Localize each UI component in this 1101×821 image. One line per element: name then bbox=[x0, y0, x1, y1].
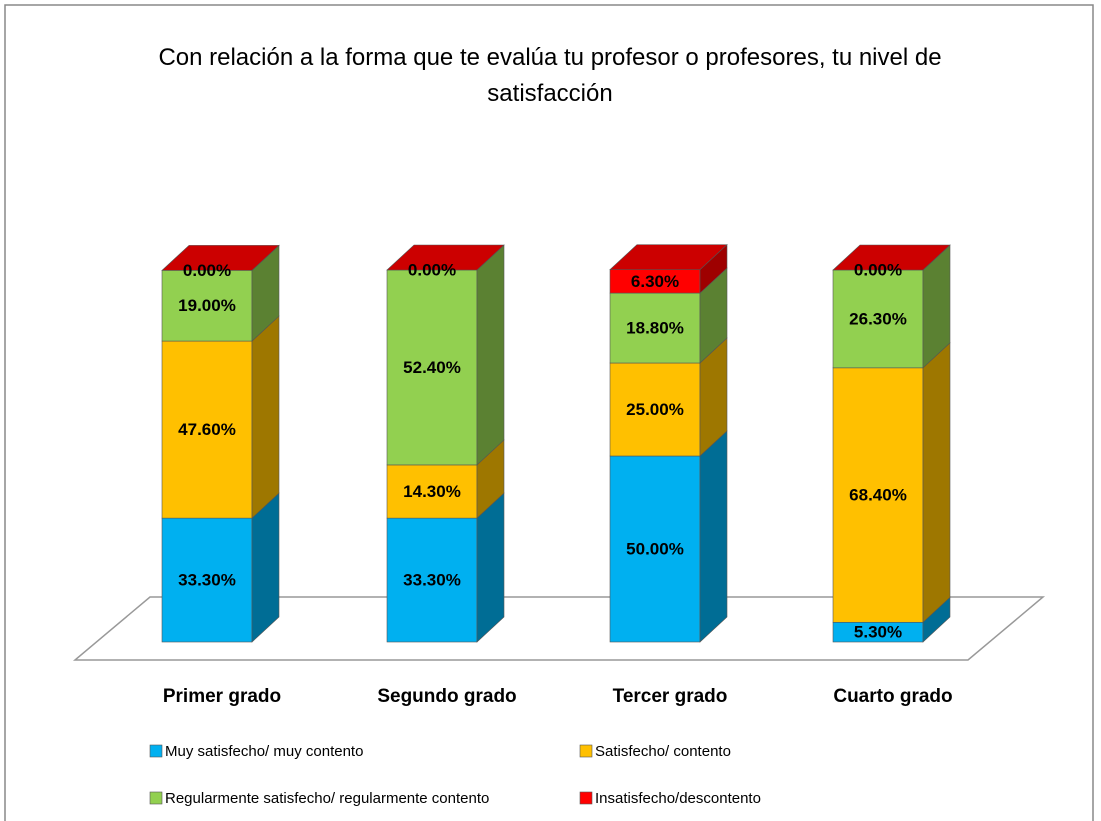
bar-side bbox=[699, 430, 728, 643]
x-tick-label: Primer grado bbox=[163, 686, 281, 707]
value-label: 14.30% bbox=[403, 482, 461, 501]
bar-segment bbox=[832, 269, 924, 369]
bar-side bbox=[251, 492, 280, 643]
legend-swatch bbox=[149, 791, 163, 805]
bar-segment bbox=[832, 367, 924, 623]
value-label: 52.40% bbox=[403, 358, 461, 377]
value-label: 0.00% bbox=[408, 260, 456, 279]
legend-swatch bbox=[579, 791, 593, 805]
bar-top bbox=[161, 245, 280, 271]
legend-swatch bbox=[579, 744, 593, 758]
legend-label: Regularmente satisfecho/ regularmente co… bbox=[165, 790, 489, 807]
value-label: 33.30% bbox=[403, 571, 461, 590]
value-label: 25.00% bbox=[626, 400, 684, 419]
legend-swatch bbox=[149, 744, 163, 758]
legend-label: Insatisfecho/descontento bbox=[595, 790, 761, 807]
legend-label: Muy satisfecho/ muy contento bbox=[165, 743, 363, 760]
bar-side bbox=[251, 315, 280, 519]
legend-label: Satisfecho/ contento bbox=[595, 743, 731, 760]
value-label: 5.30% bbox=[854, 623, 902, 642]
bar-top bbox=[386, 244, 505, 271]
x-tick-label: Cuarto grado bbox=[833, 686, 952, 707]
value-label: 0.00% bbox=[183, 261, 231, 280]
bar-side bbox=[476, 492, 505, 643]
value-label: 26.30% bbox=[849, 309, 907, 328]
value-label: 68.40% bbox=[849, 486, 907, 505]
value-label: 50.00% bbox=[626, 539, 684, 558]
bar-segment bbox=[386, 464, 478, 519]
bar-top bbox=[609, 244, 728, 270]
bar-segment bbox=[161, 270, 253, 342]
value-label: 18.80% bbox=[626, 319, 684, 338]
value-label: 33.30% bbox=[178, 571, 236, 590]
chart-title: Con relación a la forma que te evalúa tu… bbox=[158, 44, 942, 107]
bar-segment bbox=[386, 517, 478, 643]
bar-segment bbox=[161, 517, 253, 643]
bar-segment bbox=[161, 340, 253, 519]
floor bbox=[72, 596, 1046, 661]
value-label: 6.30% bbox=[631, 272, 679, 291]
bar-side bbox=[922, 342, 951, 623]
bar-top bbox=[832, 244, 951, 271]
x-tick-label: Tercer grado bbox=[613, 686, 728, 707]
bar-segment bbox=[609, 455, 701, 643]
value-label: 19.00% bbox=[178, 296, 236, 315]
x-tick-label: Segundo grado bbox=[377, 686, 516, 707]
value-label: 0.00% bbox=[854, 260, 902, 279]
bar-segment bbox=[386, 269, 478, 466]
value-label: 47.60% bbox=[178, 420, 236, 439]
chart-border bbox=[4, 4, 1094, 821]
bar-side bbox=[476, 244, 505, 466]
bar-segment bbox=[609, 292, 701, 364]
